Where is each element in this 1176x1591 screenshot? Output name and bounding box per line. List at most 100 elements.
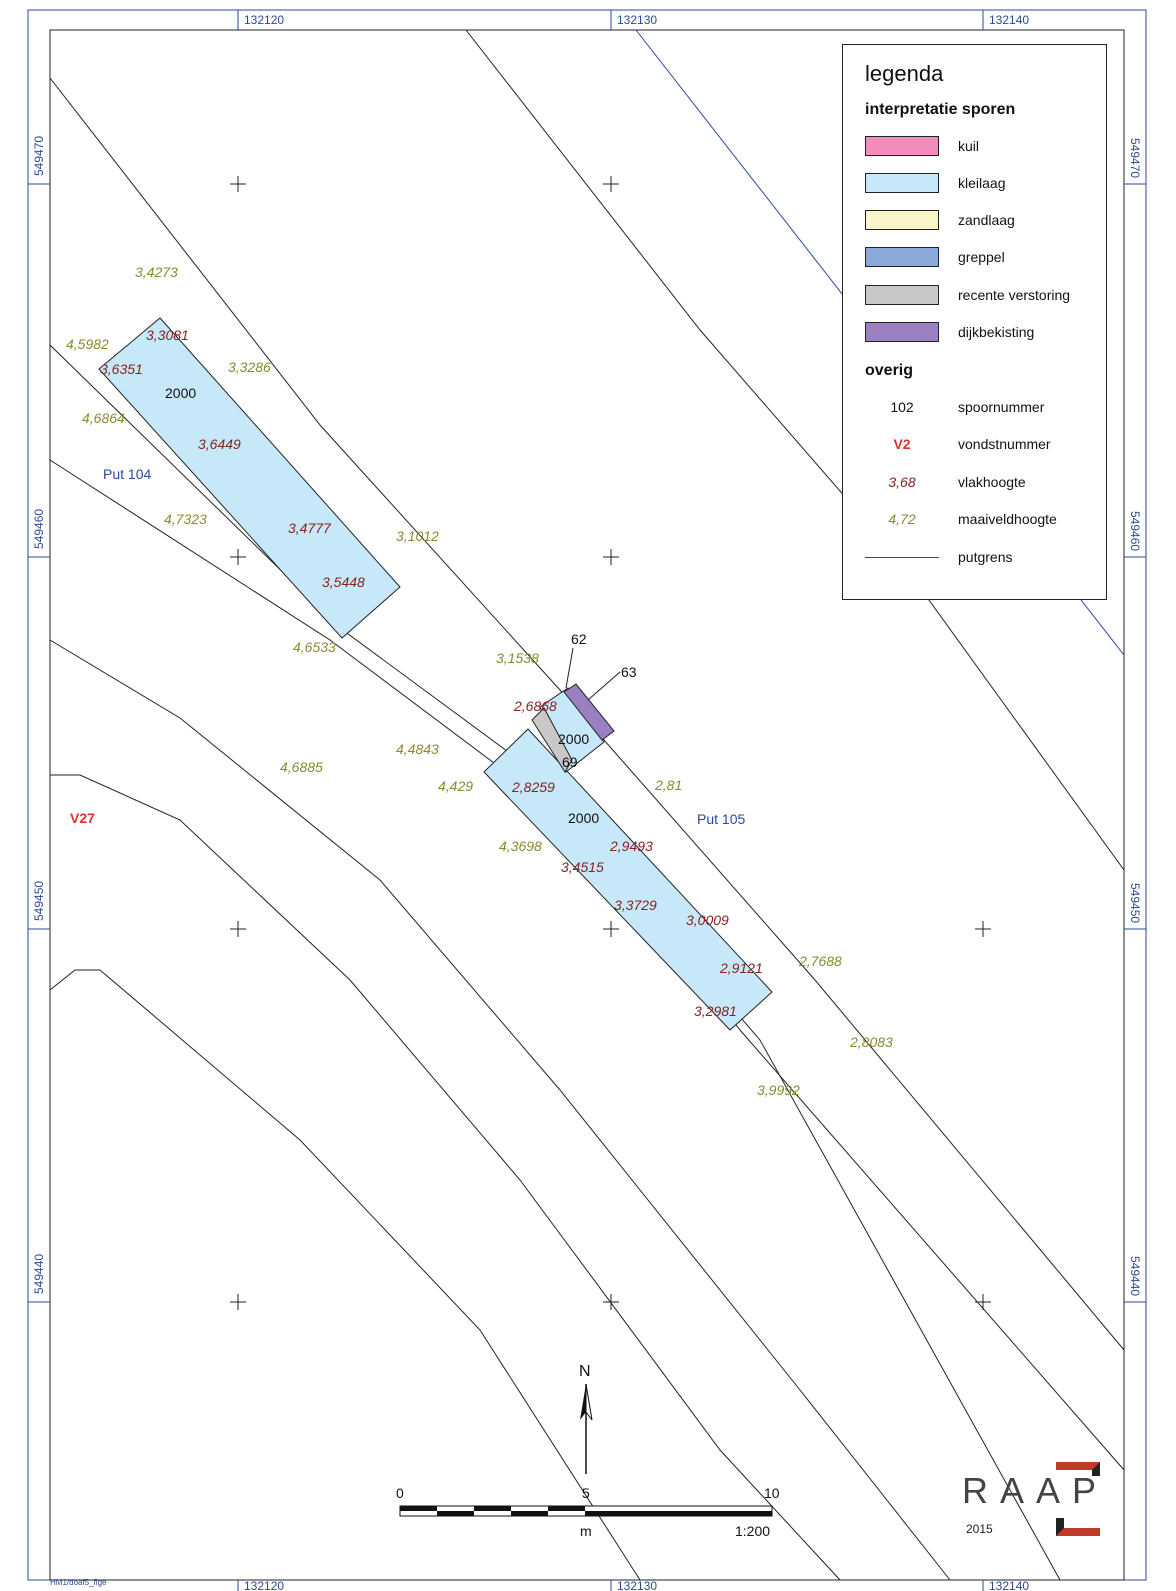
- north-label: N: [579, 1363, 591, 1380]
- maaiveldhoogte-label: 4,429: [438, 778, 473, 794]
- spoor-2000-north: 2000: [558, 731, 589, 747]
- legend-item-zandlaag: zandlaag: [865, 208, 1105, 234]
- legend-item-greppel: greppel: [865, 245, 1105, 271]
- legend-panel: legenda interpretatie sporen kuil kleila…: [842, 44, 1107, 600]
- legend-item-spoornummer: 102 spoornummer: [865, 395, 1105, 421]
- maaiveldhoogte-label: 3,1012: [396, 528, 439, 544]
- vlakhoogte-symbol: 3,68: [888, 474, 916, 490]
- scale-tick-0: 0: [396, 1485, 404, 1501]
- maaiveldhoogte-label: 4,3698: [499, 838, 542, 854]
- grid-x-label-132140: 132140: [989, 13, 1029, 27]
- maaiveldhoogte-label: 4,6864: [82, 410, 125, 426]
- legend-item-putgrens: putgrens: [865, 545, 1105, 571]
- legend-item-recente-verstoring: recente verstoring: [865, 283, 1105, 309]
- legend-label-dijkbekisting: dijkbekisting: [958, 324, 1035, 340]
- spoor-62: 62: [571, 631, 587, 647]
- vlakhoogte-label: 3,3081: [146, 327, 189, 343]
- vlakhoogte-label: 3,0009: [686, 912, 729, 928]
- north-arrow: N: [579, 1363, 593, 1474]
- scale-unit: m: [580, 1523, 592, 1539]
- dijkbekisting-63: [563, 683, 615, 741]
- grid-y-label-549460-right: 549460: [1128, 511, 1142, 551]
- zandlaag-swatch: [865, 210, 939, 230]
- grid-y-label-549470-right: 549470: [1128, 138, 1142, 178]
- spoor-2000-south: 2000: [568, 810, 599, 826]
- legend-label-spoornummer: spoornummer: [958, 399, 1045, 415]
- grid-x-label-132130-bottom: 132130: [617, 1579, 657, 1591]
- vondst-v27: V27: [70, 810, 95, 826]
- vlakhoogte-label: 3,4777: [288, 520, 332, 536]
- leader-63: [587, 671, 621, 701]
- maaiveldhoogte-label: 4,4843: [396, 741, 439, 757]
- vlakhoogte-label: 3,6449: [198, 436, 241, 452]
- logo-bracket-bottom: [1056, 1518, 1100, 1536]
- maaiveldhoogte-label: 4,5982: [66, 336, 109, 352]
- scale-ratio: 1:200: [735, 1523, 770, 1539]
- kleilaag-swatch: [865, 173, 939, 193]
- vlakhoogte-label: 2,8259: [511, 779, 555, 795]
- scale-tick-5: 5: [582, 1485, 590, 1501]
- greppel-swatch: [865, 247, 939, 267]
- legend-title: legenda: [865, 61, 944, 86]
- maaiveldhoogte-label: 4,6533: [293, 639, 336, 655]
- maaiveldhoogte-label: 4,7323: [164, 511, 207, 527]
- legend-item-vlakhoogte: 3,68 vlakhoogte: [865, 470, 1105, 496]
- recente-verstoring-swatch: [865, 285, 939, 305]
- maaiveldhoogte-symbol: 4,72: [888, 511, 916, 527]
- legend-label-vondstnummer: vondstnummer: [958, 436, 1051, 452]
- recente-verstoring-69: [531, 707, 573, 773]
- maaiveldhoogte-label: 3,3286: [228, 359, 271, 375]
- legend-item-dijkbekisting: dijkbekisting: [865, 320, 1105, 346]
- vondstnummer-symbol: V2: [893, 436, 911, 452]
- dijkbekisting-swatch: [865, 322, 939, 342]
- vlakhoogte-label: 3,6351: [100, 361, 143, 377]
- legend-section-overig: overig: [865, 362, 914, 379]
- maaiveldhoogte-label: 3,9992: [757, 1082, 800, 1098]
- figure-id: HM1/doaf5_fige: [50, 1578, 107, 1587]
- vlakhoogte-label: 3,5448: [322, 574, 365, 590]
- legend-label-greppel: greppel: [958, 249, 1005, 265]
- maaiveldhoogte-label: 4,6885: [280, 759, 323, 775]
- spoor-69: 69: [562, 754, 578, 770]
- legend-item-vondstnummer: V2 vondstnummer: [865, 432, 1105, 458]
- put-104-trench: [98, 317, 401, 639]
- spoor-2000-put104: 2000: [165, 385, 196, 401]
- grid-x-label-132130: 132130: [617, 13, 657, 27]
- maaiveldhoogte-label: 2,8083: [849, 1034, 893, 1050]
- raap-logo: RAAP 2015: [962, 1460, 1112, 1542]
- legend-label-maaiveldhoogte: maaiveldhoogte: [958, 511, 1057, 527]
- grid-crosses: [230, 176, 991, 1310]
- leader-62: [565, 647, 574, 689]
- grid-x-label-132120: 132120: [244, 13, 284, 27]
- put-104-label: Put 104: [103, 466, 151, 482]
- grid-y-label-549440: 549440: [32, 1254, 46, 1294]
- legend-label-putgrens: putgrens: [958, 549, 1013, 565]
- legend-item-maaiveldhoogte: 4,72 maaiveldhoogte: [865, 507, 1105, 533]
- grid-y-label-549450-right: 549450: [1128, 883, 1142, 923]
- legend-label-kuil: kuil: [958, 138, 980, 154]
- legend-section-interpretatie: interpretatie sporen: [865, 101, 1016, 118]
- legend-label-recente-verstoring: recente verstoring: [958, 287, 1071, 303]
- logo-bracket-top: [1056, 1462, 1100, 1476]
- grid-ticks: [28, 10, 1146, 1591]
- vlakhoogte-label: 2,6868: [513, 698, 557, 714]
- maaiveldhoogte-label: 2,7688: [798, 953, 842, 969]
- vlakhoogte-label: 3,3729: [614, 897, 657, 913]
- spoor-63: 63: [621, 664, 637, 680]
- logo-letters: RAAP: [962, 1470, 1109, 1511]
- scale-bar: 0 5 10 m 1:200: [396, 1485, 780, 1539]
- grid-x-label-132140-bottom: 132140: [989, 1579, 1029, 1591]
- maaiveldhoogte-label: 3,4273: [135, 264, 178, 280]
- legend-label-vlakhoogte: vlakhoogte: [958, 474, 1026, 490]
- legend-item-kleilaag: kleilaag: [865, 171, 1105, 197]
- logo-year: 2015: [966, 1522, 993, 1536]
- map-inner-frame: [49, 29, 1125, 1581]
- put-105-label: Put 105: [697, 811, 745, 827]
- grid-y-label-549460: 549460: [32, 509, 46, 549]
- spoornummer-symbol: 102: [890, 399, 914, 415]
- grid-y-label-549440-right: 549440: [1128, 1256, 1142, 1296]
- vlakhoogte-label: 3,2981: [694, 1003, 737, 1019]
- legend-item-kuil: kuil: [865, 134, 1105, 160]
- vlakhoogte-label: 2,9121: [719, 960, 763, 976]
